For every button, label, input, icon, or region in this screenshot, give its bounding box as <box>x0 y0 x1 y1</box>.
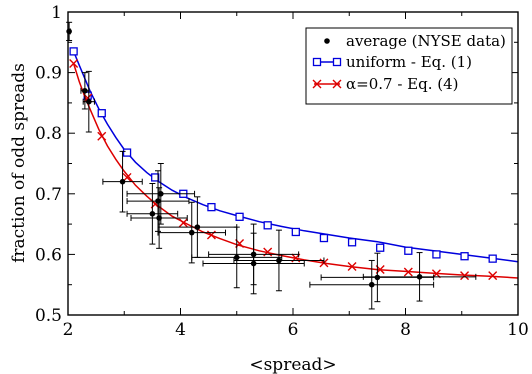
series-line <box>72 63 518 279</box>
y-tick-label: 0.7 <box>35 185 62 205</box>
data-marker <box>291 227 300 237</box>
legend-swatch-marker <box>312 57 322 67</box>
data-point <box>82 87 88 94</box>
y-tick-label: 1 <box>51 3 62 23</box>
x-tick-label: 8 <box>400 320 411 340</box>
data-point <box>158 191 164 197</box>
data-marker <box>403 267 413 277</box>
data-marker <box>178 218 188 228</box>
data-marker <box>488 254 497 263</box>
x-tick-label: 6 <box>288 320 299 340</box>
x-tick-label: 10 <box>507 320 529 340</box>
y-tick-label: 0.9 <box>35 64 62 84</box>
data-point <box>233 254 240 261</box>
legend-label: average (NYSE data) <box>346 32 506 50</box>
data-marker <box>97 109 106 118</box>
data-marker <box>207 202 216 212</box>
y-tick-label: 0.6 <box>35 245 62 265</box>
data-marker <box>347 238 357 247</box>
y-tick-label: 0.5 <box>35 306 62 326</box>
legend-entry: average (NYSE data) <box>324 32 506 50</box>
data-point <box>368 281 375 288</box>
data-point <box>66 28 72 35</box>
series-nyse-data <box>66 21 477 310</box>
data-marker <box>376 243 385 252</box>
data-point <box>149 210 156 217</box>
data-point <box>194 224 201 230</box>
data-marker <box>235 212 244 221</box>
y-axis-label: fraction of odd spreads <box>9 63 29 263</box>
legend-entry: uniform - Eq. (1) <box>312 53 472 71</box>
legend: average (NYSE data) uniform - Eq. (1) α=0.… <box>305 27 513 105</box>
legend-swatch-marker <box>332 57 342 67</box>
legend-label: α=0.7 - Eq. (4) <box>346 75 459 93</box>
data-point <box>119 178 126 185</box>
data-point <box>188 229 195 236</box>
data-marker <box>460 252 469 261</box>
data-marker <box>404 246 413 255</box>
data-marker <box>69 47 78 56</box>
data-point <box>416 274 423 280</box>
legend-swatch <box>324 38 330 44</box>
data-point <box>250 260 257 267</box>
x-axis-label: <spread> <box>249 355 336 374</box>
legend-swatch-marker <box>332 79 342 89</box>
legend-swatch-marker <box>312 79 322 89</box>
legend-label: uniform - Eq. (1) <box>346 53 472 71</box>
data-marker <box>488 271 498 281</box>
y-tick-label: 0.8 <box>35 124 62 144</box>
legend-entry: α=0.7 - Eq. (4) <box>312 75 459 93</box>
data-marker <box>319 233 329 243</box>
data-marker <box>97 131 107 141</box>
plot-frame <box>67 11 519 316</box>
data-marker <box>263 221 272 230</box>
data-marker <box>347 262 357 272</box>
data-point <box>374 274 381 281</box>
data-point <box>155 198 161 204</box>
data-marker <box>122 148 132 157</box>
data-marker <box>151 173 160 182</box>
x-tick-label: 2 <box>63 320 74 340</box>
data-marker <box>432 250 441 259</box>
data-marker <box>460 271 470 281</box>
data-marker <box>69 59 79 69</box>
data-point <box>276 257 282 264</box>
data-point <box>86 98 92 105</box>
plot-area <box>66 21 518 310</box>
x-tick-label: 4 <box>175 320 186 340</box>
